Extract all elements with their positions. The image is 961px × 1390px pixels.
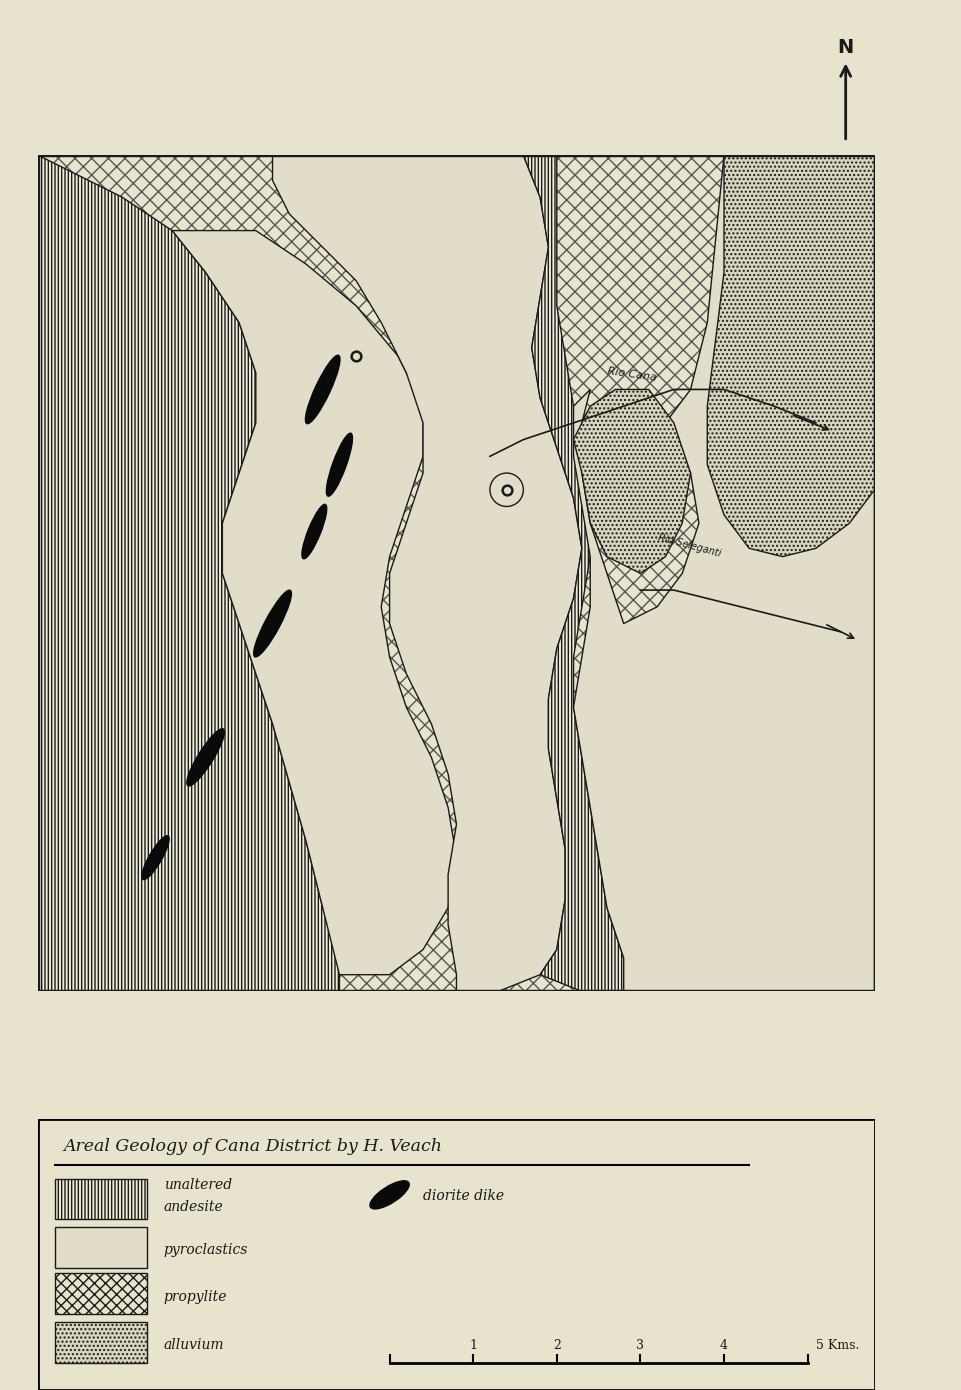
Ellipse shape xyxy=(142,835,169,880)
Ellipse shape xyxy=(302,505,327,559)
Polygon shape xyxy=(172,231,456,974)
Text: 2: 2 xyxy=(553,1340,560,1352)
Text: diorite dike: diorite dike xyxy=(423,1190,505,1204)
Ellipse shape xyxy=(306,356,340,424)
Text: Rio Seleganti: Rio Seleganti xyxy=(657,532,722,559)
Ellipse shape xyxy=(186,728,225,785)
Polygon shape xyxy=(524,156,624,991)
Text: alluvium: alluvium xyxy=(164,1339,224,1352)
Bar xyxy=(55,1179,147,1219)
Bar xyxy=(55,1227,147,1268)
Text: 4: 4 xyxy=(720,1340,728,1352)
Ellipse shape xyxy=(254,591,291,657)
Text: 3: 3 xyxy=(636,1340,645,1352)
Ellipse shape xyxy=(327,434,353,496)
Polygon shape xyxy=(707,156,875,556)
Text: Areal Geology of Cana District by H. Veach: Areal Geology of Cana District by H. Vea… xyxy=(63,1138,442,1155)
Text: propylite: propylite xyxy=(164,1290,228,1304)
Bar xyxy=(55,1273,147,1314)
Polygon shape xyxy=(574,156,875,991)
Text: andesite: andesite xyxy=(164,1200,224,1213)
Text: Rio Cana: Rio Cana xyxy=(607,367,657,384)
Text: N: N xyxy=(838,38,853,57)
Polygon shape xyxy=(574,389,691,573)
Polygon shape xyxy=(273,156,581,991)
Bar xyxy=(55,1322,147,1362)
Text: 1: 1 xyxy=(469,1340,478,1352)
Text: pyroclastics: pyroclastics xyxy=(164,1244,248,1258)
Polygon shape xyxy=(38,156,339,991)
Ellipse shape xyxy=(370,1180,409,1209)
Polygon shape xyxy=(38,156,875,991)
Text: unaltered: unaltered xyxy=(164,1179,232,1193)
Text: 5 Kms.: 5 Kms. xyxy=(816,1340,859,1352)
